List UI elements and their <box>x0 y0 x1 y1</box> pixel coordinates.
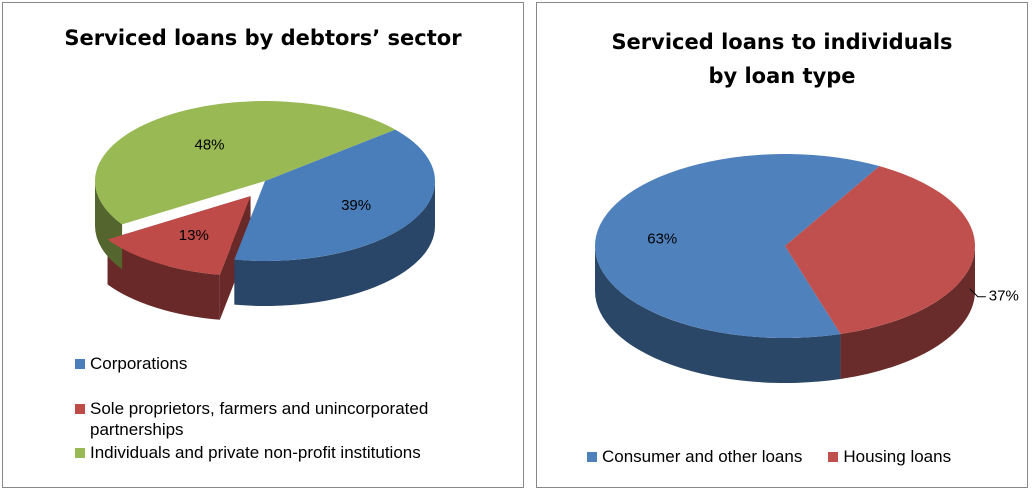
data-label: 63% <box>647 230 677 247</box>
pie: 63% 37% <box>595 154 1019 383</box>
slice <box>785 166 976 334</box>
chart-panel: Serviced loans to individuals by loan ty… <box>536 2 1028 488</box>
data-label: 39% <box>341 197 371 214</box>
pie-tops <box>95 101 436 275</box>
slice-side <box>840 246 975 379</box>
pie-labels: 63% 37% <box>647 230 1019 304</box>
slice-side <box>107 239 220 320</box>
legend-item: Consumer and other loans <box>587 446 802 467</box>
legend: Consumer and other loans Housing loans <box>587 446 951 467</box>
slice-side <box>595 246 841 383</box>
legend-label: Corporations <box>90 354 188 373</box>
data-label: 37% <box>989 288 1019 305</box>
legend-label: Housing loans <box>843 447 952 466</box>
data-label: 48% <box>194 137 224 154</box>
pie-sides <box>595 246 975 383</box>
slice-side <box>95 181 123 270</box>
legend-swatch <box>828 452 839 462</box>
data-label: 13% <box>179 227 209 244</box>
pie-sides <box>95 181 435 320</box>
legend-label: Individuals and private non-profit insti… <box>90 443 421 462</box>
slice <box>595 154 880 338</box>
legend-label: Sole proprietors, farmers and unincorpor… <box>90 399 429 439</box>
legend-item: Individuals and private non-profit insti… <box>75 442 495 463</box>
legend-item: Sole proprietors, farmers and unincorpor… <box>75 398 495 440</box>
legend-item: Corporations <box>75 353 495 374</box>
slice <box>234 129 436 261</box>
legend-label: Consumer and other loans <box>602 447 803 466</box>
pie-labels: 39% 13% 48% <box>179 137 371 244</box>
slice <box>107 196 251 275</box>
chart-title: Serviced loans by debtors’ sector <box>64 26 462 50</box>
legend: Corporations Sole proprietors, farmers an… <box>75 353 495 465</box>
legend-swatch <box>587 452 597 462</box>
chart-panel: Serviced loans by debtors’ sector 39% 13%… <box>2 2 524 488</box>
legend-item: Housing loans <box>828 446 951 467</box>
slice-side <box>234 181 435 306</box>
pie-tops <box>595 154 976 338</box>
legend-swatch <box>75 359 85 369</box>
slice <box>95 101 396 225</box>
pie: 39% 13% 48% <box>95 101 436 320</box>
leader-line <box>969 288 986 298</box>
legend-swatch <box>75 404 85 414</box>
chart-title: Serviced loans to individuals by loan ty… <box>611 30 953 88</box>
legend-swatch <box>75 448 85 458</box>
